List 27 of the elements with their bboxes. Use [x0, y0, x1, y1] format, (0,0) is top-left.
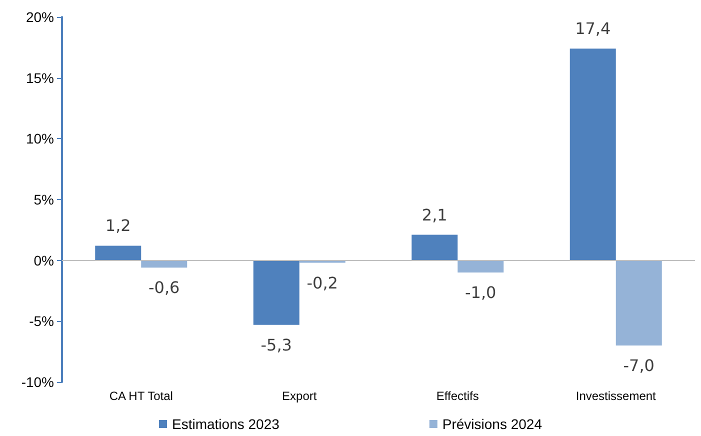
y-tick-label: 15% — [26, 70, 54, 86]
y-tick-label: 0% — [34, 252, 54, 268]
bar — [458, 260, 504, 272]
data-label: -0,2 — [306, 273, 338, 292]
y-tick-label: 10% — [26, 130, 54, 147]
y-tick-label: -5% — [29, 313, 54, 330]
y-tick-label: 5% — [34, 192, 54, 208]
bar — [253, 260, 300, 325]
bar — [95, 246, 142, 260]
y-tick-label: -10% — [21, 374, 54, 390]
x-tick-label: Investissement — [576, 389, 657, 403]
legend-label: Estimations 2023 — [172, 416, 280, 432]
bar — [570, 48, 616, 260]
data-label: -0,6 — [148, 278, 180, 298]
x-tick-label: CA HT Total — [109, 389, 173, 403]
data-label: 17,4 — [575, 19, 611, 38]
x-tick-label: Export — [282, 389, 318, 403]
legend-label: Prévisions 2024 — [442, 416, 542, 432]
y-tick-label: 20% — [26, 9, 54, 25]
data-label: -7,0 — [623, 356, 654, 375]
x-tick-label: Effectifs — [436, 389, 479, 403]
bar — [616, 260, 662, 346]
data-label: -5,3 — [260, 335, 292, 354]
bar — [412, 234, 458, 260]
data-label: 1,2 — [105, 216, 131, 236]
data-label: -1,0 — [465, 283, 496, 302]
data-label: 2,1 — [422, 205, 448, 224]
